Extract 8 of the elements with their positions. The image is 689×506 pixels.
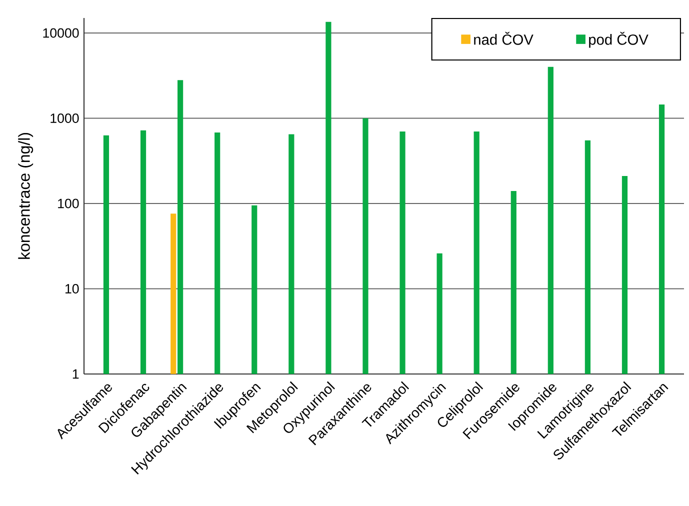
y-tick-label: 10000 (43, 28, 79, 38)
y-tick-label: 100 (58, 198, 79, 208)
y-tick-label: 10 (65, 284, 79, 294)
y-tick-label: 1000 (50, 114, 79, 123)
y-axis-title: koncentrace (ng/l) (18, 132, 34, 259)
legend-label: nad ČOV (474, 32, 534, 45)
legend-label: pod ČOV (589, 32, 648, 48)
y-tick-label: 1 (72, 369, 79, 379)
